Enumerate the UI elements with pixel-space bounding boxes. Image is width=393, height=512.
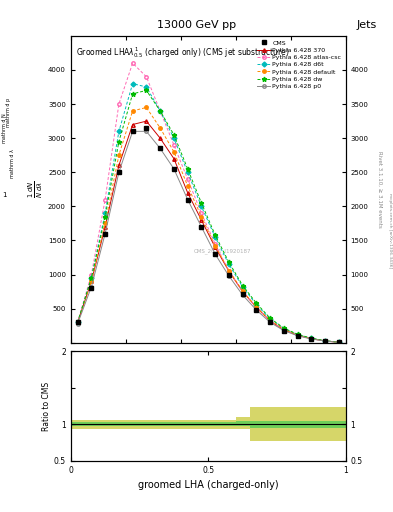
Text: mathrm d N: mathrm d N [2,113,7,143]
Y-axis label: Ratio to CMS: Ratio to CMS [42,381,51,431]
Text: Groomed LHA$\lambda^1_{0.5}$ (charged only) (CMS jet substructure): Groomed LHA$\lambda^1_{0.5}$ (charged on… [76,45,290,60]
Legend: CMS, Pythia 6.428 370, Pythia 6.428 atlas-csc, Pythia 6.428 d6t, Pythia 6.428 de: CMS, Pythia 6.428 370, Pythia 6.428 atla… [256,39,343,90]
Text: 1: 1 [2,191,6,198]
Y-axis label: Rivet 3.1.10, ≥ 3.1M events: Rivet 3.1.10, ≥ 3.1M events [378,151,383,228]
Text: 13000 GeV pp: 13000 GeV pp [157,20,236,31]
Text: mcplots.cern.ch [arXiv:1306.3436]: mcplots.cern.ch [arXiv:1306.3436] [388,193,392,268]
Text: mathrm d p: mathrm d p [6,98,11,127]
X-axis label: groomed LHA (charged-only): groomed LHA (charged-only) [138,480,279,490]
Text: Jets: Jets [357,20,377,31]
Text: CMS_2021_I1920187: CMS_2021_I1920187 [193,248,251,253]
Text: mathrm d λ: mathrm d λ [10,150,15,178]
Y-axis label: $\frac{1}{N}\frac{dN}{d\lambda}$: $\frac{1}{N}\frac{dN}{d\lambda}$ [27,180,45,198]
